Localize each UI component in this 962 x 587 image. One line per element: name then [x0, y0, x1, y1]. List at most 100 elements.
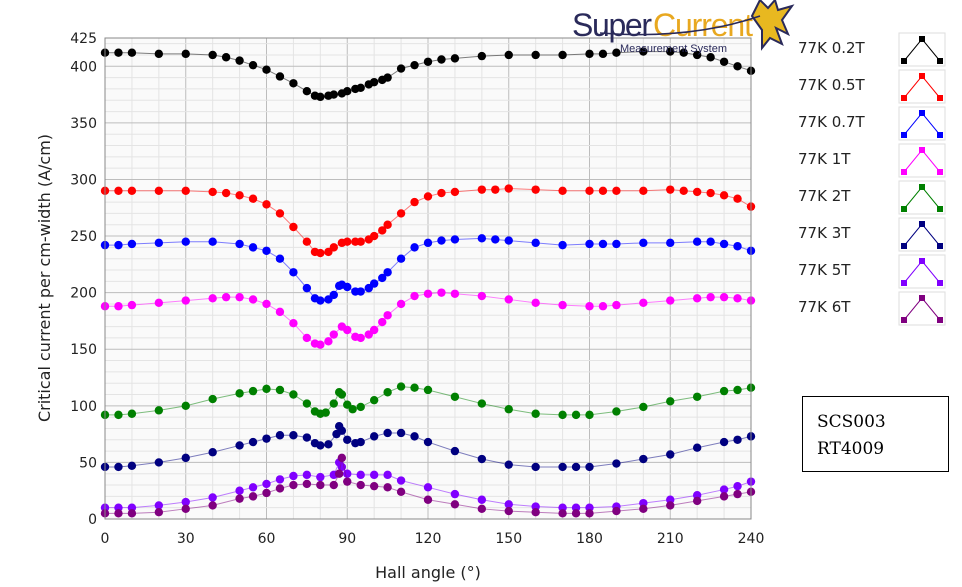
data-point — [127, 186, 137, 195]
data-point — [531, 409, 540, 418]
legend-label: 77K 0.7T — [798, 113, 866, 131]
data-point — [733, 294, 742, 303]
data-point — [356, 237, 365, 246]
data-point — [289, 471, 298, 481]
data-point — [706, 53, 715, 62]
data-point — [706, 188, 715, 198]
x-tick-label: 0 — [101, 531, 110, 547]
x-tick-label: 30 — [177, 531, 195, 547]
data-point — [337, 426, 347, 435]
data-point — [410, 243, 419, 252]
data-point — [316, 441, 325, 450]
data-point — [262, 246, 271, 255]
data-point — [585, 509, 594, 518]
x-tick-label: 180 — [576, 531, 603, 547]
data-point — [369, 432, 379, 441]
data-point — [558, 410, 567, 420]
data-point — [343, 435, 352, 444]
legend-item: 77K 0.2T — [798, 32, 946, 67]
data-point — [356, 470, 365, 480]
data-point — [127, 48, 137, 57]
data-point — [343, 477, 352, 486]
data-point — [410, 383, 419, 392]
y-tick-label: 150 — [70, 342, 97, 358]
data-point — [343, 237, 352, 246]
data-point — [598, 302, 608, 311]
logo-star-icon — [750, 0, 795, 51]
plot-frame — [104, 37, 752, 520]
data-point — [275, 431, 285, 440]
legend-item: 77K 2T — [798, 180, 946, 215]
data-point — [208, 50, 217, 60]
data-point — [369, 231, 379, 241]
data-point — [127, 409, 137, 418]
data-point — [369, 279, 379, 288]
data-point — [275, 484, 285, 493]
x-tick-label: 120 — [415, 531, 442, 547]
data-point — [248, 194, 258, 203]
data-point — [369, 395, 379, 405]
data-point — [302, 237, 312, 246]
data-point — [114, 240, 123, 250]
data-point — [531, 50, 540, 60]
data-point — [585, 239, 594, 249]
data-point — [208, 394, 217, 404]
legend-marker-icon — [901, 95, 907, 101]
data-point — [733, 435, 742, 444]
data-point — [302, 333, 312, 343]
data-point — [356, 402, 365, 412]
data-point — [396, 428, 406, 438]
legend-marker-icon — [919, 184, 925, 190]
data-point — [706, 237, 715, 246]
data-point — [477, 185, 487, 194]
data-point — [531, 185, 540, 194]
data-point — [531, 508, 540, 517]
data-point — [127, 300, 137, 310]
data-point — [504, 405, 513, 414]
data-point — [324, 337, 333, 346]
data-point — [181, 186, 190, 195]
data-point — [612, 300, 621, 310]
data-point — [114, 48, 123, 57]
data-point — [450, 54, 460, 63]
data-point — [127, 509, 137, 518]
data-point — [208, 187, 217, 197]
data-point — [275, 385, 285, 395]
legend-marker-icon — [901, 206, 907, 212]
y-tick-label: 425 — [70, 31, 97, 47]
y-tick-label: 350 — [70, 116, 97, 132]
series-line — [105, 461, 752, 509]
data-point — [221, 188, 231, 198]
data-point — [437, 188, 446, 198]
data-point — [302, 86, 312, 96]
series-77k-5t — [100, 458, 756, 512]
legend-item: 77K 1T — [798, 143, 946, 178]
data-point — [275, 72, 285, 81]
data-point — [598, 186, 608, 195]
data-point — [302, 283, 312, 293]
data-point — [356, 287, 365, 296]
data-point — [639, 47, 648, 56]
data-point — [410, 432, 419, 441]
data-point — [639, 504, 648, 514]
data-point — [396, 382, 406, 391]
x-tick-label: 240 — [738, 531, 765, 547]
data-point — [612, 459, 621, 468]
y-tick-label: 250 — [70, 229, 97, 245]
data-point — [248, 60, 258, 70]
data-point — [383, 268, 392, 277]
data-point — [289, 480, 298, 490]
data-point — [334, 469, 344, 478]
data-point — [383, 483, 392, 492]
data-point — [719, 239, 729, 249]
data-point — [719, 386, 729, 396]
data-point — [275, 254, 285, 263]
data-point — [491, 185, 500, 194]
data-point — [369, 481, 379, 491]
data-point — [343, 282, 352, 292]
legend-marker-icon — [919, 258, 925, 264]
data-point — [248, 492, 258, 501]
data-point — [396, 487, 406, 497]
data-point — [235, 389, 244, 398]
